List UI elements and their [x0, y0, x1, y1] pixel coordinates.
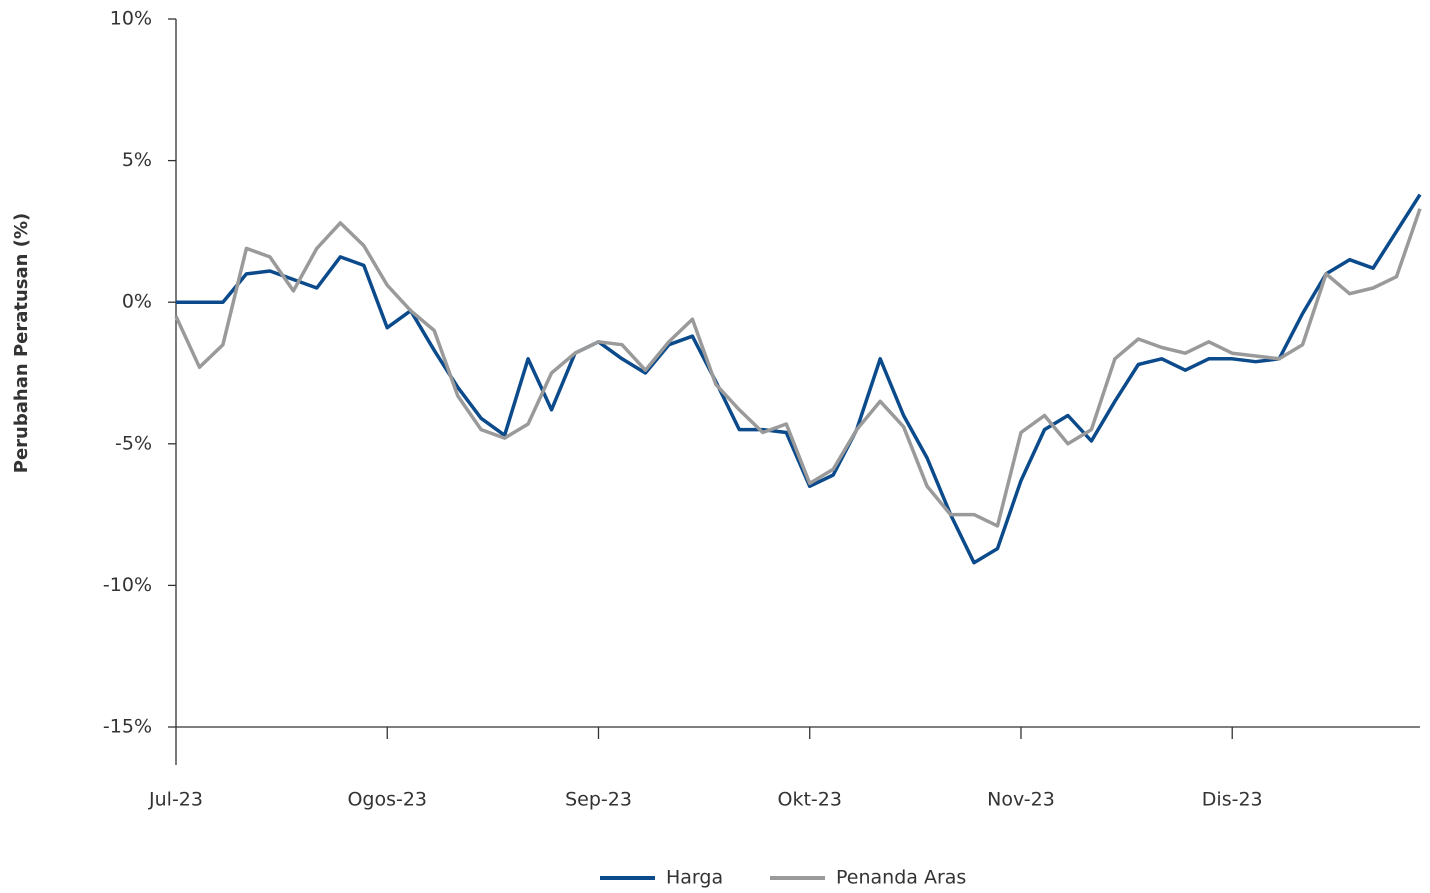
- x-tick-label: Sep-23: [565, 789, 632, 811]
- y-tick-label: -5%: [115, 432, 152, 454]
- x-tick-label: Ogos-23: [347, 789, 427, 811]
- y-tick-label: -10%: [103, 574, 152, 596]
- legend-label: Harga: [666, 867, 723, 889]
- y-tick-label: 0%: [122, 291, 152, 313]
- series-line: [176, 193, 1422, 565]
- y-tick-label: -15%: [103, 716, 152, 738]
- x-tick-label: Dis-23: [1202, 789, 1263, 811]
- y-axis-label: Perubahan Peratusan (%): [11, 213, 32, 473]
- x-tick-label: Jul-23: [148, 789, 203, 811]
- x-tick-label: Nov-23: [987, 789, 1055, 811]
- x-tick-label: Okt-23: [778, 789, 842, 811]
- y-tick-label: 10%: [110, 8, 152, 30]
- series-line: [174, 208, 1422, 528]
- y-tick-label: 5%: [122, 149, 152, 171]
- legend-label: Penanda Aras: [836, 867, 966, 889]
